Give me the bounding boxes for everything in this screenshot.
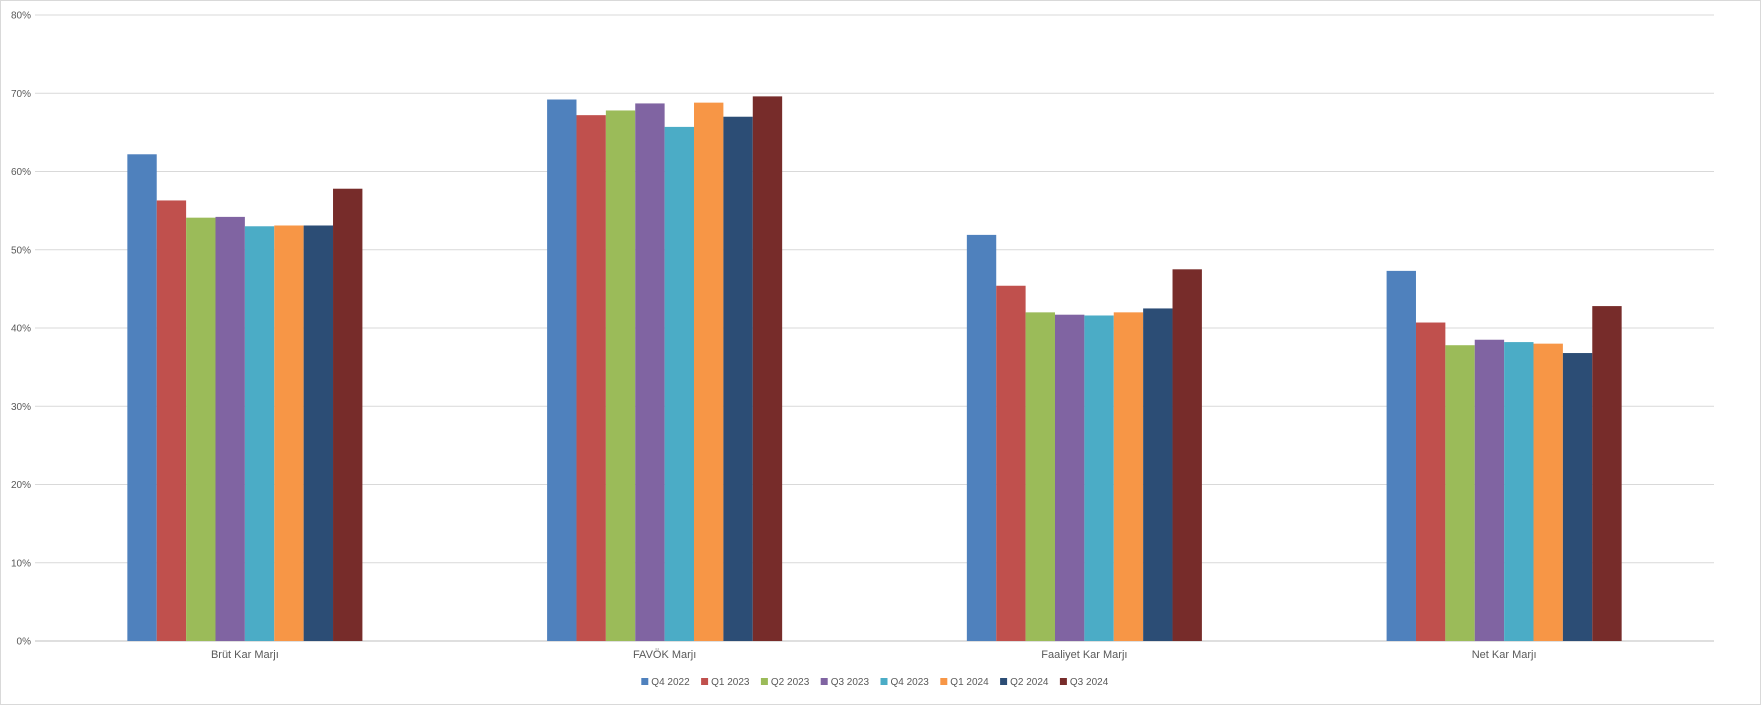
legend-label: Q1 2023	[711, 677, 750, 688]
bar-q3-2024	[752, 96, 783, 641]
legend-label: Q3 2023	[831, 677, 870, 688]
y-tick-label: 80%	[11, 11, 31, 22]
y-tick-label: 40%	[11, 324, 31, 335]
y-tick-label: 30%	[11, 402, 31, 413]
bar-q1-2023	[156, 200, 187, 641]
legend-label: Q4 2023	[891, 677, 930, 688]
bar-q2-2023	[1025, 312, 1055, 641]
bar-q2-2024	[1143, 308, 1173, 641]
bar-q1-2024	[1533, 343, 1563, 641]
bar-q2-2024	[303, 225, 334, 641]
x-category-label: Brüt Kar Marjı	[211, 649, 279, 661]
y-axis: 0% 10% 20% 30% 40% 50% 60% 70% 80%	[11, 11, 31, 648]
legend-swatch	[820, 678, 828, 685]
bar-q2-2024	[1562, 353, 1593, 641]
legend-label: Q3 2024	[1070, 677, 1109, 688]
y-tick-label: 0%	[17, 637, 32, 648]
legend-label: Q1 2024	[950, 677, 989, 688]
legend-label: Q2 2023	[771, 677, 810, 688]
bar-q3-2023	[1054, 314, 1085, 641]
bar-q3-2023	[1474, 339, 1505, 641]
bar-q4-2023	[1084, 315, 1114, 641]
bar-q3-2024	[1592, 306, 1622, 641]
x-category-label: Faaliyet Kar Marjı	[1041, 649, 1127, 661]
bar-q2-2023	[1445, 345, 1475, 641]
bar-q1-2023	[576, 115, 606, 641]
bar-q1-2024	[1113, 312, 1144, 641]
bars	[127, 96, 1622, 642]
bar-q1-2023	[1415, 322, 1446, 641]
bar-q4-2023	[1504, 342, 1534, 641]
y-tick-label: 20%	[11, 480, 31, 491]
x-category-label: Net Kar Marjı	[1472, 649, 1537, 661]
bar-q3-2023	[635, 103, 665, 642]
bar-q4-2023	[244, 226, 275, 641]
y-tick-label: 70%	[11, 89, 31, 100]
legend-swatch	[641, 678, 649, 685]
bar-q3-2023	[215, 216, 245, 641]
legend: Q4 2022 Q1 2023 Q2 2023 Q3 2023 Q4 2023 Q1 20…	[641, 677, 1109, 688]
y-tick-label: 60%	[11, 167, 31, 178]
legend-label: Q2 2024	[1010, 677, 1049, 688]
bar-q4-2022	[1386, 270, 1416, 641]
bar-q1-2024	[694, 102, 724, 641]
bar-q4-2023	[664, 126, 695, 641]
y-tick-label: 10%	[11, 558, 31, 569]
x-axis: Brüt Kar Marjı FAVÖK Marjı Faaliyet Kar Ma…	[211, 649, 1537, 661]
y-tick-label: 50%	[11, 245, 31, 256]
bar-q4-2022	[966, 234, 997, 641]
legend-swatch	[1000, 678, 1008, 685]
legend-swatch	[940, 678, 948, 685]
bar-q4-2022	[547, 99, 577, 641]
legend-swatch	[1059, 678, 1067, 685]
bar-q3-2024	[1172, 269, 1202, 641]
bar-q3-2024	[333, 188, 363, 641]
legend-label: Q4 2022	[651, 677, 690, 688]
legend-swatch	[760, 678, 768, 685]
bar-q2-2023	[186, 217, 216, 642]
x-category-label: FAVÖK Marjı	[633, 649, 696, 661]
bar-q1-2024	[274, 225, 304, 641]
bar-q1-2023	[996, 285, 1026, 641]
bar-q2-2024	[723, 116, 753, 642]
bar-q2-2023	[605, 110, 636, 642]
legend-swatch	[701, 678, 709, 685]
bar-q4-2022	[127, 154, 157, 641]
legend-swatch	[880, 678, 888, 685]
